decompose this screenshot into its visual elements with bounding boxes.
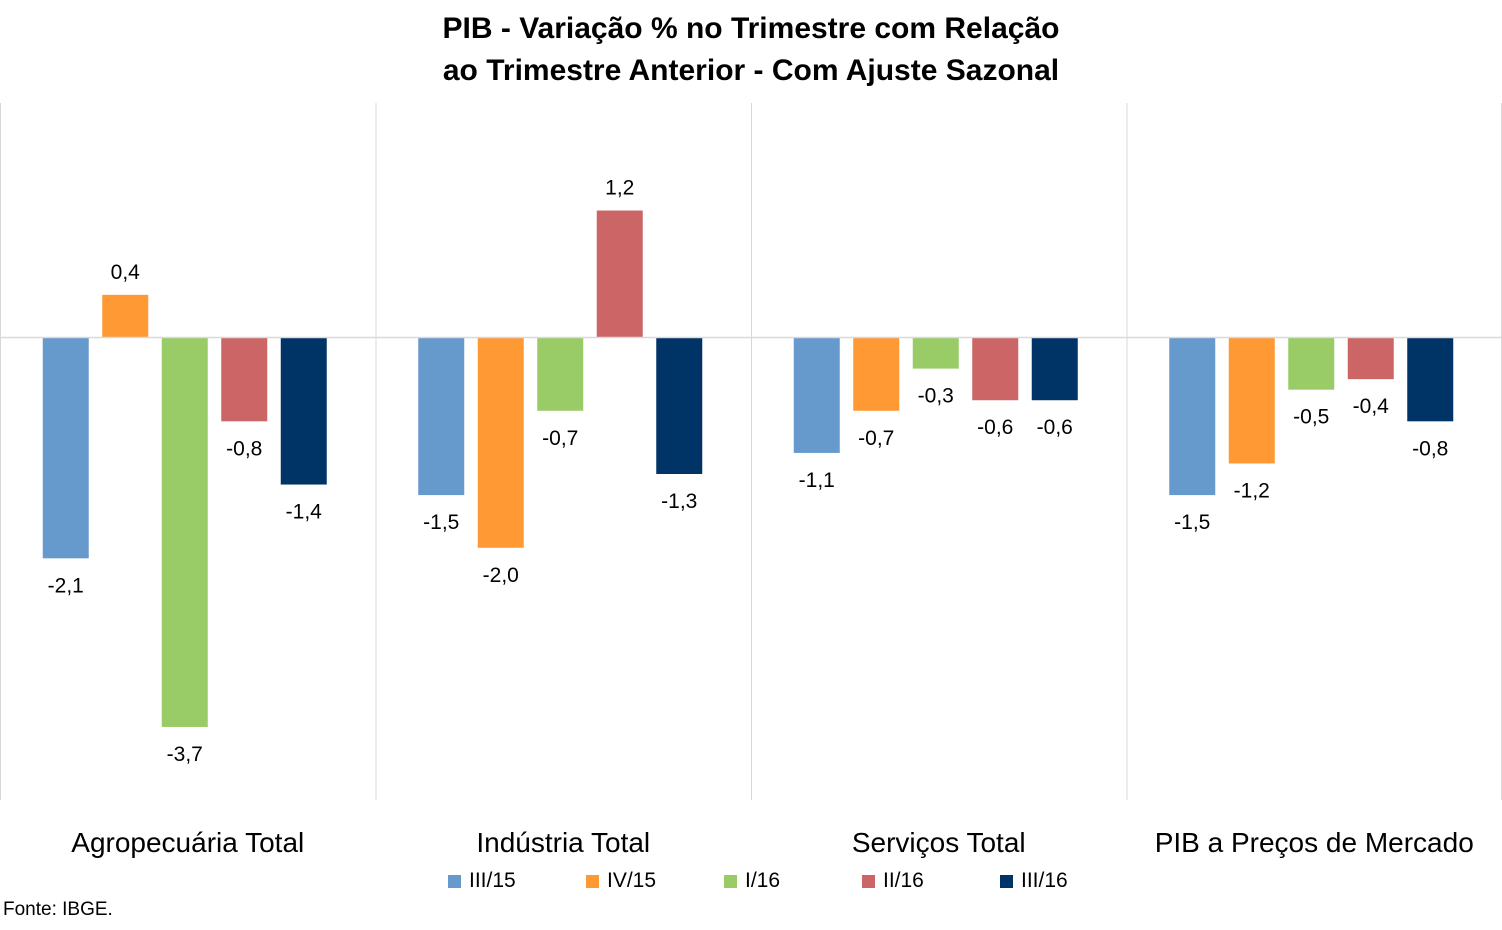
legend-swatch xyxy=(724,874,737,888)
data-label: -1,5 xyxy=(423,511,459,534)
bar-iii-16 xyxy=(1407,337,1454,422)
bar-i-16 xyxy=(161,337,208,727)
data-label: -1,4 xyxy=(286,501,323,524)
data-label: -0,8 xyxy=(226,437,262,460)
data-label: 1,2 xyxy=(605,177,634,200)
legend-item: I/16 xyxy=(724,866,780,896)
data-label: -1,3 xyxy=(661,490,697,513)
chart-legend: III/15 IV/15 I/16 II/16 III/16 xyxy=(0,866,1502,896)
legend-label: III/16 xyxy=(1021,869,1068,892)
data-label: -0,6 xyxy=(977,416,1013,439)
data-label: -0,8 xyxy=(1412,437,1448,460)
bar-i-16 xyxy=(537,337,584,411)
bar-iii-15 xyxy=(1169,337,1216,496)
chart-title-line-2: ao Trimestre Anterior - Com Ajuste Sazon… xyxy=(442,54,1060,87)
bar-iii-15 xyxy=(418,337,465,496)
category-label: PIB a Preços de Mercado xyxy=(1155,827,1474,858)
bar-ii-16 xyxy=(972,337,1019,401)
chart-title-line-1: PIB - Variação % no Trimestre com Relaçã… xyxy=(442,12,1060,45)
bar-ii-16 xyxy=(221,337,268,422)
legend-label: III/15 xyxy=(469,869,516,892)
source-note: Fonte: IBGE. xyxy=(3,899,113,920)
bar-iv-15 xyxy=(102,294,149,337)
bar-iii-16 xyxy=(1031,337,1078,401)
category-label: Serviços Total xyxy=(852,827,1026,858)
bar-ii-16 xyxy=(1347,337,1394,380)
legend-item: III/16 xyxy=(1000,866,1068,896)
data-label: -0,6 xyxy=(1037,416,1073,439)
data-label: -1,1 xyxy=(799,469,835,492)
data-label: -1,2 xyxy=(1234,479,1270,502)
bar-iii-16 xyxy=(656,337,703,475)
legend-item: IV/15 xyxy=(586,866,656,896)
data-label: -0,3 xyxy=(918,385,954,408)
data-label: -2,0 xyxy=(483,564,519,587)
category-label: Agropecuária Total xyxy=(71,827,304,858)
bar-i-16 xyxy=(1288,337,1335,390)
legend-item: II/16 xyxy=(862,866,924,896)
bar-chart: -2,1 0,4 -3,7 -0,8 -1,4 Agropecuária Total -1,… xyxy=(0,103,1502,858)
data-label: 0,4 xyxy=(111,261,141,284)
bar-iv-15 xyxy=(853,337,900,411)
legend-swatch xyxy=(862,874,875,888)
data-label: -0,5 xyxy=(1293,406,1329,429)
category-label: Indústria Total xyxy=(476,827,650,858)
chart-title: PIB - Variação % no Trimestre com Relaçã… xyxy=(0,8,1502,92)
legend-label: II/16 xyxy=(883,869,924,892)
legend-label: I/16 xyxy=(745,869,781,892)
legend-swatch xyxy=(586,874,599,888)
data-label: -1,5 xyxy=(1174,511,1210,534)
legend-swatch xyxy=(1000,874,1013,888)
bar-iii-16 xyxy=(280,337,327,485)
bar-i-16 xyxy=(912,337,959,369)
bar-iii-15 xyxy=(42,337,89,559)
bar-iv-15 xyxy=(477,337,524,548)
data-label: -2,1 xyxy=(48,574,84,597)
legend-item: III/15 xyxy=(448,866,516,896)
data-label: -3,7 xyxy=(167,743,203,766)
data-label: -0,7 xyxy=(858,427,894,450)
data-label: -0,4 xyxy=(1353,395,1390,418)
legend-label: IV/15 xyxy=(607,869,657,892)
bar-iii-15 xyxy=(793,337,840,453)
legend-swatch xyxy=(448,874,461,888)
data-label: -0,7 xyxy=(542,427,578,450)
bar-iv-15 xyxy=(1228,337,1275,464)
bar-ii-16 xyxy=(596,210,643,337)
